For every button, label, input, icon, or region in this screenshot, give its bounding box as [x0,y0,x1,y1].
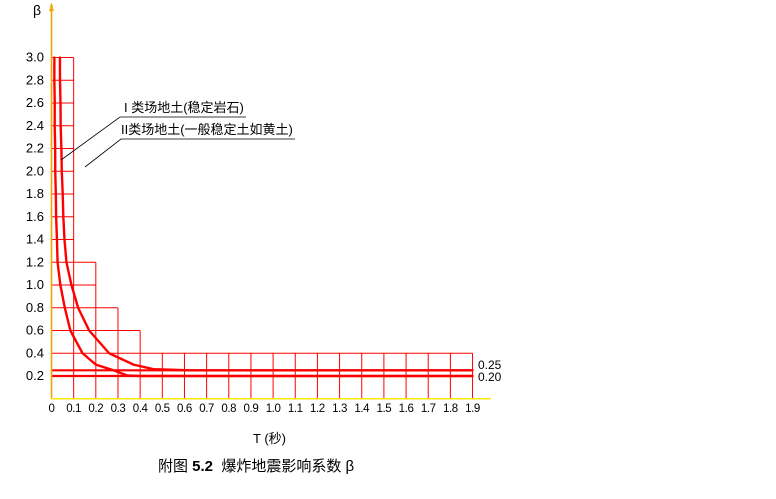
svg-text:0.2: 0.2 [26,368,44,383]
svg-text:T (秒): T (秒) [253,431,286,446]
svg-text:1.6: 1.6 [26,209,44,224]
svg-text:0.8: 0.8 [26,300,44,315]
svg-text:II类场地土(一般稳定土如黄土): II类场地土(一般稳定土如黄土) [121,122,293,137]
svg-text:0.9: 0.9 [244,403,259,415]
svg-text:β: β [33,2,41,18]
svg-text:2.2: 2.2 [26,141,44,156]
svg-text:1.7: 1.7 [421,403,436,415]
svg-text:0.8: 0.8 [221,403,236,415]
svg-text:1.0: 1.0 [266,403,281,415]
svg-text:0.3: 0.3 [111,403,126,415]
svg-text:1.3: 1.3 [332,403,347,415]
svg-text:1.4: 1.4 [354,403,370,415]
svg-text:0.6: 0.6 [177,403,192,415]
svg-text:1.1: 1.1 [288,403,303,415]
svg-text:0.7: 0.7 [199,403,214,415]
svg-text:1.2: 1.2 [310,403,325,415]
svg-text:0.20: 0.20 [478,370,502,384]
svg-text:附图 5.2 爆炸地震影响系数 β: 附图 5.2 爆炸地震影响系数 β [158,458,355,475]
svg-text:0.4: 0.4 [133,403,149,415]
svg-text:0.5: 0.5 [155,403,170,415]
svg-text:1.8: 1.8 [26,186,44,201]
svg-text:2.6: 2.6 [26,95,44,110]
svg-text:1.5: 1.5 [377,403,392,415]
svg-text:0.2: 0.2 [88,403,103,415]
svg-text:1.6: 1.6 [399,403,414,415]
svg-text:3.0: 3.0 [26,50,44,65]
svg-text:1.4: 1.4 [26,232,44,247]
svg-text:0.4: 0.4 [26,345,44,360]
svg-text:1.8: 1.8 [443,403,458,415]
svg-text:0.6: 0.6 [26,323,44,338]
svg-text:1.0: 1.0 [26,277,44,292]
svg-text:1.9: 1.9 [465,403,480,415]
svg-text:0.1: 0.1 [66,403,81,415]
svg-text:I 类场地土(稳定岩石): I 类场地土(稳定岩石) [124,100,244,115]
svg-text:1.2: 1.2 [26,254,44,269]
svg-text:2.0: 2.0 [26,163,44,178]
svg-text:2.4: 2.4 [26,118,44,133]
svg-text:0: 0 [49,403,55,415]
svg-text:2.8: 2.8 [26,72,44,87]
